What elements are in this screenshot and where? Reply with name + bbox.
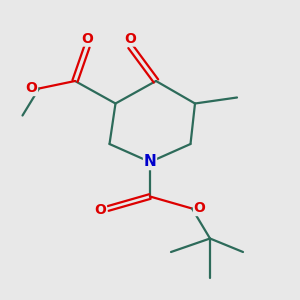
Text: O: O — [194, 202, 206, 215]
Text: O: O — [26, 82, 38, 95]
Text: N: N — [144, 154, 156, 169]
Text: O: O — [124, 32, 136, 46]
Text: O: O — [81, 32, 93, 46]
Text: O: O — [94, 203, 106, 217]
